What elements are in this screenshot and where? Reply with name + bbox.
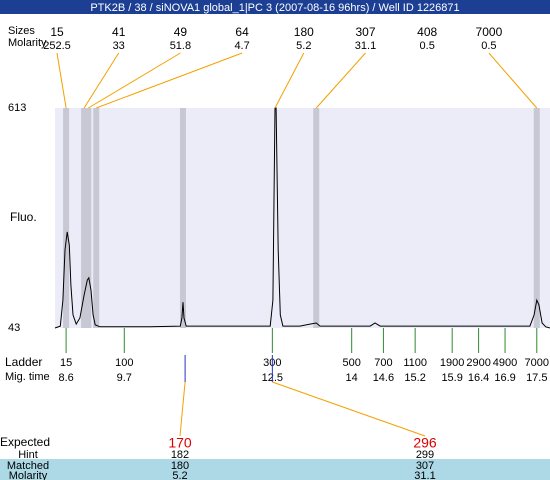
header-bar xyxy=(0,0,550,14)
peak-size: 64 xyxy=(235,25,249,39)
trace xyxy=(54,107,550,329)
ladder-size: 7000 xyxy=(525,357,549,369)
peak-band xyxy=(63,108,70,328)
y-tick-label: 613 xyxy=(8,102,26,114)
molarity-value: 31.1 xyxy=(414,470,435,480)
peak-connector xyxy=(274,52,305,109)
peak-band xyxy=(85,108,92,328)
plot-area xyxy=(55,108,550,328)
peak-molarity: 33 xyxy=(113,40,125,52)
expected-row-label: Molarity xyxy=(9,470,48,480)
peak-size-header: Sizes xyxy=(8,25,35,37)
ladder-size: 2900 xyxy=(466,357,490,369)
peak-band xyxy=(313,108,320,328)
peak-size: 41 xyxy=(112,25,126,39)
ladder-time: 15.9 xyxy=(441,372,462,384)
peak-size: 15 xyxy=(50,25,64,39)
expected-value: 296 xyxy=(413,435,437,451)
expected-row-label: Matched xyxy=(7,460,49,472)
ladder-time: 8.6 xyxy=(58,372,73,384)
mig-time-label: Mig. time xyxy=(5,371,50,383)
ladder-time: 14.6 xyxy=(373,372,394,384)
peak-molarity: 0.5 xyxy=(420,40,435,52)
ladder-size: 1900 xyxy=(440,357,464,369)
ladder-time: 16.4 xyxy=(468,372,489,384)
hint-value: 182 xyxy=(171,449,189,461)
peak-molarity: 4.7 xyxy=(234,40,249,52)
ladder-time: 16.9 xyxy=(494,372,515,384)
peak-molarity: 252.5 xyxy=(43,40,71,52)
ladder-size: 700 xyxy=(374,357,392,369)
peak-band xyxy=(93,108,100,328)
peak-size: 180 xyxy=(294,25,314,39)
peak-band xyxy=(533,108,540,328)
expected-connector xyxy=(179,381,186,437)
ladder-size: 500 xyxy=(343,357,361,369)
expected-value: 170 xyxy=(168,435,192,451)
matched-band xyxy=(0,459,550,480)
peak-molarity: 5.2 xyxy=(296,40,311,52)
peak-band xyxy=(81,108,88,328)
peak-connector xyxy=(88,52,181,109)
peak-molarity: 0.5 xyxy=(481,40,496,52)
matched-value: 180 xyxy=(171,460,189,472)
peak-size: 408 xyxy=(417,25,437,39)
peak-band xyxy=(179,108,186,328)
molarity-value: 5.2 xyxy=(172,470,187,480)
expected-row-label: Hint xyxy=(18,449,38,461)
ladder-time: 17.5 xyxy=(526,372,547,384)
matched-value: 307 xyxy=(416,460,434,472)
ladder-time: 14 xyxy=(346,372,358,384)
peak-size: 307 xyxy=(355,25,375,39)
y-tick-label: 43 xyxy=(8,322,20,334)
y-axis-label: Fluo. xyxy=(10,210,37,224)
ladder-size: 1100 xyxy=(403,357,427,369)
peak-connector xyxy=(96,52,243,109)
ladder-time: 9.7 xyxy=(117,372,132,384)
ladder-time: 15.2 xyxy=(404,372,425,384)
ladder-label: Ladder xyxy=(5,355,42,369)
peak-connector xyxy=(315,52,366,109)
ladder-size: 15 xyxy=(60,357,72,369)
ladder-size: 4900 xyxy=(493,357,517,369)
expected-connector xyxy=(272,381,426,437)
title: PTK2B / 38 / siNOVA1 global_1|PC 3 (2007… xyxy=(90,2,459,14)
peak-connector xyxy=(56,52,67,109)
peak-molarity-header: Molarity xyxy=(8,37,47,49)
peak-connector xyxy=(83,52,120,109)
peak-molarity: 31.1 xyxy=(355,40,376,52)
expected-row-label: Expected xyxy=(0,435,50,449)
hint-value: 299 xyxy=(416,449,434,461)
peak-molarity: 51.8 xyxy=(170,40,191,52)
peak-size: 49 xyxy=(174,25,188,39)
peak-size: 7000 xyxy=(476,25,503,39)
ladder-size: 100 xyxy=(115,357,133,369)
peak-connector xyxy=(488,52,538,109)
